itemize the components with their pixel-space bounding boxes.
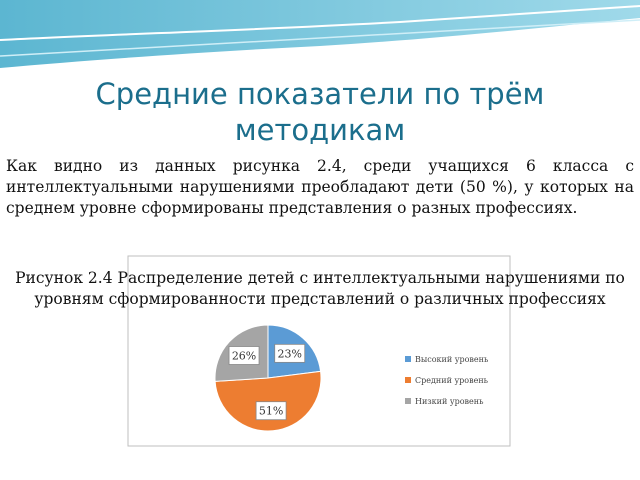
legend-label: Высокий уровень [415, 355, 489, 364]
paragraph: Как видно из данных рисунка 2.4, среди у… [6, 157, 634, 217]
data-label: 23% [278, 347, 302, 360]
wave-line [0, 5, 640, 41]
legend-label: Средний уровень [415, 376, 489, 385]
data-label: 26% [232, 350, 256, 363]
legend-swatch [405, 377, 411, 383]
legend-swatch [405, 356, 411, 362]
header-wave [0, 0, 640, 68]
legend-swatch [405, 398, 411, 404]
legend-label: Низкий уровень [415, 397, 484, 406]
chart-frame [127, 255, 511, 447]
data-label-box [274, 343, 306, 363]
wave-line [0, 19, 640, 57]
data-label: 51% [259, 405, 283, 418]
pie-slice [214, 370, 322, 432]
data-label-box [228, 346, 260, 365]
slide-title: Средние показатели по трём методикам [95, 77, 545, 147]
figure-caption: Рисунок 2.4 Распределение детей с интелл… [15, 269, 625, 308]
data-label-box [255, 401, 287, 421]
pie-plot: 23% 51% 26% Высокий уровень Средний уровень Н… [214, 324, 489, 432]
